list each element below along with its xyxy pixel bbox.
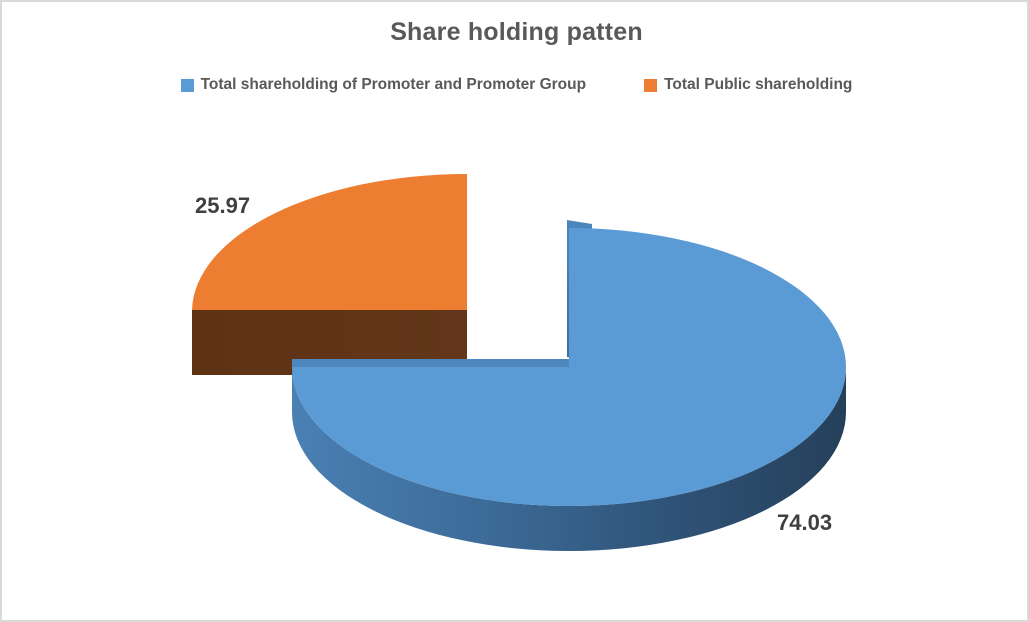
legend-item-public[interactable]: Total Public shareholding [644,76,852,94]
pie-slice-promoter[interactable] [292,220,846,551]
chart-title: Share holding patten [390,18,643,46]
pie-slice-promoter-side [292,367,846,551]
pie-slice-public-top [192,173,467,310]
legend-item-promoter[interactable]: Total shareholding of Promoter and Promo… [180,76,587,94]
legend-label-public: Total Public shareholding [664,76,853,93]
data-label-promoter: 74.03 [777,510,833,535]
legend-swatch-promoter-icon [180,78,194,92]
legend-label-promoter: Total shareholding of Promoter and Promo… [200,76,587,93]
pie-slice-promoter-inner-wall-horizontal [292,359,569,367]
pie-slice-public-side [192,310,467,375]
pie-slice-public[interactable] [192,173,467,375]
data-label-public: 25.97 [195,193,251,218]
chart-legend: Total shareholding of Promoter and Promo… [2,76,1027,94]
legend-swatch-public-icon [644,78,658,92]
